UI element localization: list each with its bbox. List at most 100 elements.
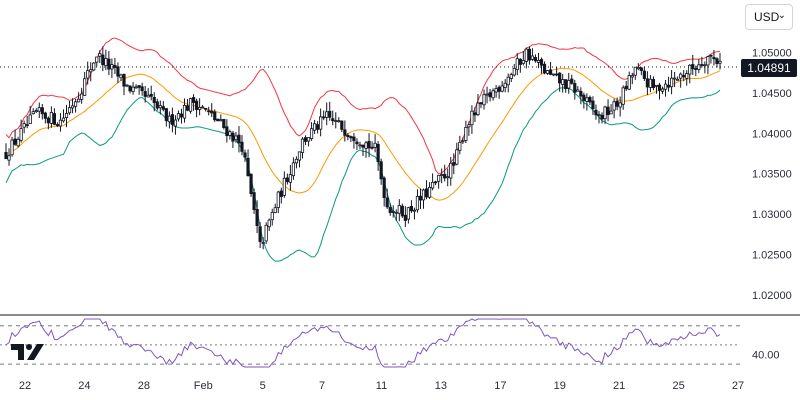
time-axis[interactable]: 22 24 28 Feb 5 7 11 13 17 19 21 25 27 [19,380,744,392]
candle-body [552,73,556,76]
candle [564,79,568,93]
candle [101,46,105,72]
candle [382,176,386,207]
candle-body [361,144,365,148]
candle-body [64,113,69,118]
candle-body [198,107,202,110]
candle [158,100,162,115]
candle [309,122,314,141]
candle [16,136,20,148]
candle [143,85,147,103]
candle [503,79,507,93]
candle [358,141,362,150]
currency-selector[interactable]: USD ⌄ [745,4,793,30]
candle [518,58,522,73]
candle [397,199,401,222]
candle-body [657,84,662,91]
candle-body [421,189,426,201]
candle [688,64,692,84]
candle-body [267,219,271,228]
candle [455,142,459,166]
candle [403,206,407,228]
candle [651,76,656,91]
x-tick-label: 5 [260,380,266,392]
candle [660,86,665,95]
candle [349,135,353,142]
candle [167,111,171,129]
candle [173,115,178,135]
candle [303,135,308,146]
candle-body [409,205,414,212]
candle [252,188,256,214]
candle-body [22,123,26,128]
candle-body [494,88,498,93]
candle [418,188,423,209]
candle-body [158,105,162,109]
candle [195,98,199,118]
candle [225,119,229,143]
candle-body [455,149,459,165]
candle-body [533,57,538,62]
candle [22,120,26,134]
candle [536,52,541,69]
candle [176,110,181,122]
candle-body [167,115,171,123]
candle [437,174,441,189]
candle-body [334,120,338,123]
y-tick-label: 1.04000 [752,128,792,140]
candle-body [246,157,250,177]
candle [182,98,187,123]
candle [201,104,205,109]
candle-body [666,84,671,88]
candle [542,61,547,75]
x-tick-label: Feb [194,380,213,392]
candle [509,72,513,83]
candle [113,58,117,75]
candle [642,66,646,81]
candle [609,104,613,115]
candle [116,62,120,84]
candle-body [134,86,138,89]
candle-body [636,67,640,70]
candle-body [188,98,193,112]
candle-body [240,141,244,152]
candle [367,133,371,158]
candle-body [639,67,643,71]
tradingview-logo-icon[interactable] [11,342,45,362]
candle [597,111,601,124]
candle-body [376,143,380,163]
candle [697,58,701,74]
bb-upper-line [5,37,721,175]
price-axis[interactable]: 1.05000 1.04500 1.04000 1.03500 1.03000 1.025… [752,48,792,362]
x-tick-label: 21 [613,380,625,392]
candle-body [273,207,277,214]
candle-body [479,102,483,105]
candle [92,62,96,72]
y-tick-label: 1.05000 [752,48,792,60]
candle-body [521,60,525,64]
candle [346,133,350,141]
candle-body [518,58,522,65]
candle-body [228,131,232,136]
candle [621,85,625,110]
candle-body [219,119,223,122]
candle [394,209,398,221]
candle-body [391,211,395,213]
candle [306,137,311,147]
candle-body [101,54,105,66]
candle [55,122,60,127]
candle-body [55,124,60,126]
candle [409,200,414,213]
candle [46,116,50,130]
candle-body [276,191,280,208]
candle [40,104,44,120]
candle-body [19,128,23,141]
candle [52,108,57,126]
candle [533,54,538,63]
candle [636,63,640,71]
candle [161,101,165,112]
candle-body [294,158,299,164]
candle [679,72,683,88]
candle [216,118,220,122]
